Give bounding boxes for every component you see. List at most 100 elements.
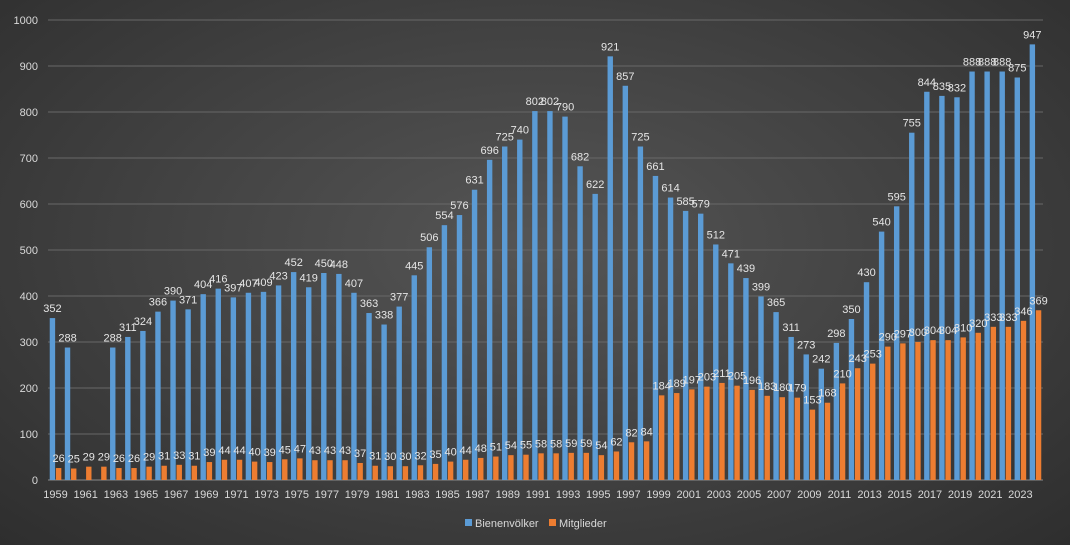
data-label-mitglieder: 203 xyxy=(698,372,716,384)
data-label-mitglieder: 369 xyxy=(1029,295,1047,307)
data-label-mitglieder: 210 xyxy=(833,368,851,380)
x-tick-label: 1967 xyxy=(164,489,188,501)
bar-mitglieder xyxy=(462,459,469,480)
data-label-mitglieder: 25 xyxy=(68,454,80,466)
bar-mitglieder xyxy=(327,460,333,480)
data-label-mitglieder: 26 xyxy=(53,453,65,465)
bar-bienenvoelker xyxy=(999,71,1005,481)
data-label-mitglieder: 47 xyxy=(294,443,306,455)
bar-bienenvoelker xyxy=(969,71,975,481)
bar-mitglieder xyxy=(583,452,589,480)
data-label-mitglieder: 39 xyxy=(264,447,276,459)
bar-bienenvoelker xyxy=(336,273,342,480)
bar-mitglieder xyxy=(266,462,273,480)
bar-bienenvoelker xyxy=(577,166,583,480)
bar-mitglieder xyxy=(55,468,62,480)
x-tick-label: 1977 xyxy=(315,489,339,501)
bar-bienenvoelker xyxy=(366,313,372,480)
data-label-mitglieder: 33 xyxy=(173,450,185,462)
bar-bienenvoelker xyxy=(909,132,915,480)
data-label-bienenvoelker: 682 xyxy=(571,151,589,163)
data-label-bienenvoelker: 622 xyxy=(586,179,604,191)
data-label-bienenvoelker: 407 xyxy=(239,278,257,290)
data-label-bienenvoelker: 416 xyxy=(209,274,227,286)
bar-mitglieder xyxy=(945,340,951,480)
bar-mitglieder xyxy=(719,382,725,480)
data-label-bienenvoelker: 397 xyxy=(224,282,242,294)
data-label-mitglieder: 43 xyxy=(324,445,336,457)
bar-bienenvoelker xyxy=(275,285,282,480)
x-tick-label: 2011 xyxy=(828,489,852,501)
data-label-bienenvoelker: 888 xyxy=(963,57,981,69)
bar-bienenvoelker xyxy=(848,319,855,480)
bar-mitglieder xyxy=(885,346,891,480)
bar-mitglieder xyxy=(870,363,876,480)
data-label-mitglieder: 55 xyxy=(520,440,532,452)
bar-mitglieder xyxy=(1005,326,1012,480)
data-label-bienenvoelker: 288 xyxy=(58,333,76,345)
data-label-bienenvoelker: 875 xyxy=(1008,63,1026,75)
bar-mitglieder xyxy=(161,465,167,480)
bar-mitglieder xyxy=(779,397,785,480)
legend-swatch-bienenvoelker xyxy=(465,519,472,526)
data-label-bienenvoelker: 740 xyxy=(511,125,529,137)
data-label-mitglieder: 39 xyxy=(203,447,215,459)
legend: Bienenvölker Mitglieder xyxy=(465,518,607,530)
x-tick-label: 1987 xyxy=(465,489,489,501)
data-label-mitglieder: 44 xyxy=(233,445,245,457)
data-label-mitglieder: 183 xyxy=(758,381,776,393)
data-label-bienenvoelker: 298 xyxy=(827,328,845,340)
bar-bienenvoelker xyxy=(954,97,960,480)
data-label-mitglieder: 35 xyxy=(429,449,441,461)
data-label-bienenvoelker: 835 xyxy=(933,81,951,93)
data-label-mitglieder: 179 xyxy=(788,383,806,395)
data-label-bienenvoelker: 450 xyxy=(315,258,333,270)
x-tick-label: 1995 xyxy=(586,489,610,501)
data-label-bienenvoelker: 579 xyxy=(692,199,710,211)
data-label-mitglieder: 62 xyxy=(610,436,622,448)
bar-bienenvoelker xyxy=(321,273,327,480)
bar-mitglieder xyxy=(658,395,665,480)
bar-bienenvoelker xyxy=(426,247,433,480)
data-label-mitglieder: 205 xyxy=(728,371,746,383)
bar-mitglieder xyxy=(297,458,303,480)
bar-bienenvoelker xyxy=(728,263,734,480)
data-label-bienenvoelker: 725 xyxy=(496,132,514,144)
bar-mitglieder xyxy=(613,451,620,480)
bar-mitglieder xyxy=(809,409,816,480)
x-tick-label: 1997 xyxy=(616,489,640,501)
data-label-bienenvoelker: 311 xyxy=(782,322,800,334)
bar-bienenvoelker xyxy=(351,292,357,480)
data-label-bienenvoelker: 419 xyxy=(300,272,318,284)
y-tick-label: 700 xyxy=(20,153,38,165)
bar-bienenvoelker xyxy=(155,311,161,480)
data-label-bienenvoelker: 324 xyxy=(134,316,152,328)
x-tick-label: 2009 xyxy=(797,489,821,501)
data-label-bienenvoelker: 725 xyxy=(631,132,649,144)
data-label-mitglieder: 58 xyxy=(535,438,547,450)
bar-bienenvoelker xyxy=(140,330,146,480)
data-label-bienenvoelker: 338 xyxy=(375,310,393,322)
data-label-mitglieder: 184 xyxy=(652,380,670,392)
bar-mitglieder xyxy=(674,393,680,480)
data-label-mitglieder: 168 xyxy=(818,388,836,400)
bar-mitglieder xyxy=(131,468,137,480)
data-label-mitglieder: 54 xyxy=(595,440,607,452)
bar-bienenvoelker xyxy=(381,324,387,480)
y-tick-label: 900 xyxy=(20,61,38,73)
x-axis: 1959 1961 1963 1965 1967 1969 1971 1973 1975 1977… xyxy=(43,489,1032,501)
data-label-bienenvoelker: 452 xyxy=(284,257,302,269)
bar-bienenvoelker xyxy=(743,278,749,480)
data-label-mitglieder: 43 xyxy=(309,445,321,457)
x-tick-label: 2021 xyxy=(978,489,1002,501)
bar-mitglieder xyxy=(689,389,695,480)
x-tick-label: 1963 xyxy=(104,489,128,501)
bar-mitglieder xyxy=(101,466,107,480)
bar-mitglieder xyxy=(1035,310,1042,480)
data-label-mitglieder: 196 xyxy=(743,375,761,387)
bar-bienenvoelker xyxy=(230,297,237,480)
data-label-bienenvoelker: 631 xyxy=(465,175,483,187)
data-label-bienenvoelker: 888 xyxy=(993,57,1011,69)
bar-bienenvoelker xyxy=(939,95,945,481)
data-label-bienenvoelker: 404 xyxy=(194,279,212,291)
